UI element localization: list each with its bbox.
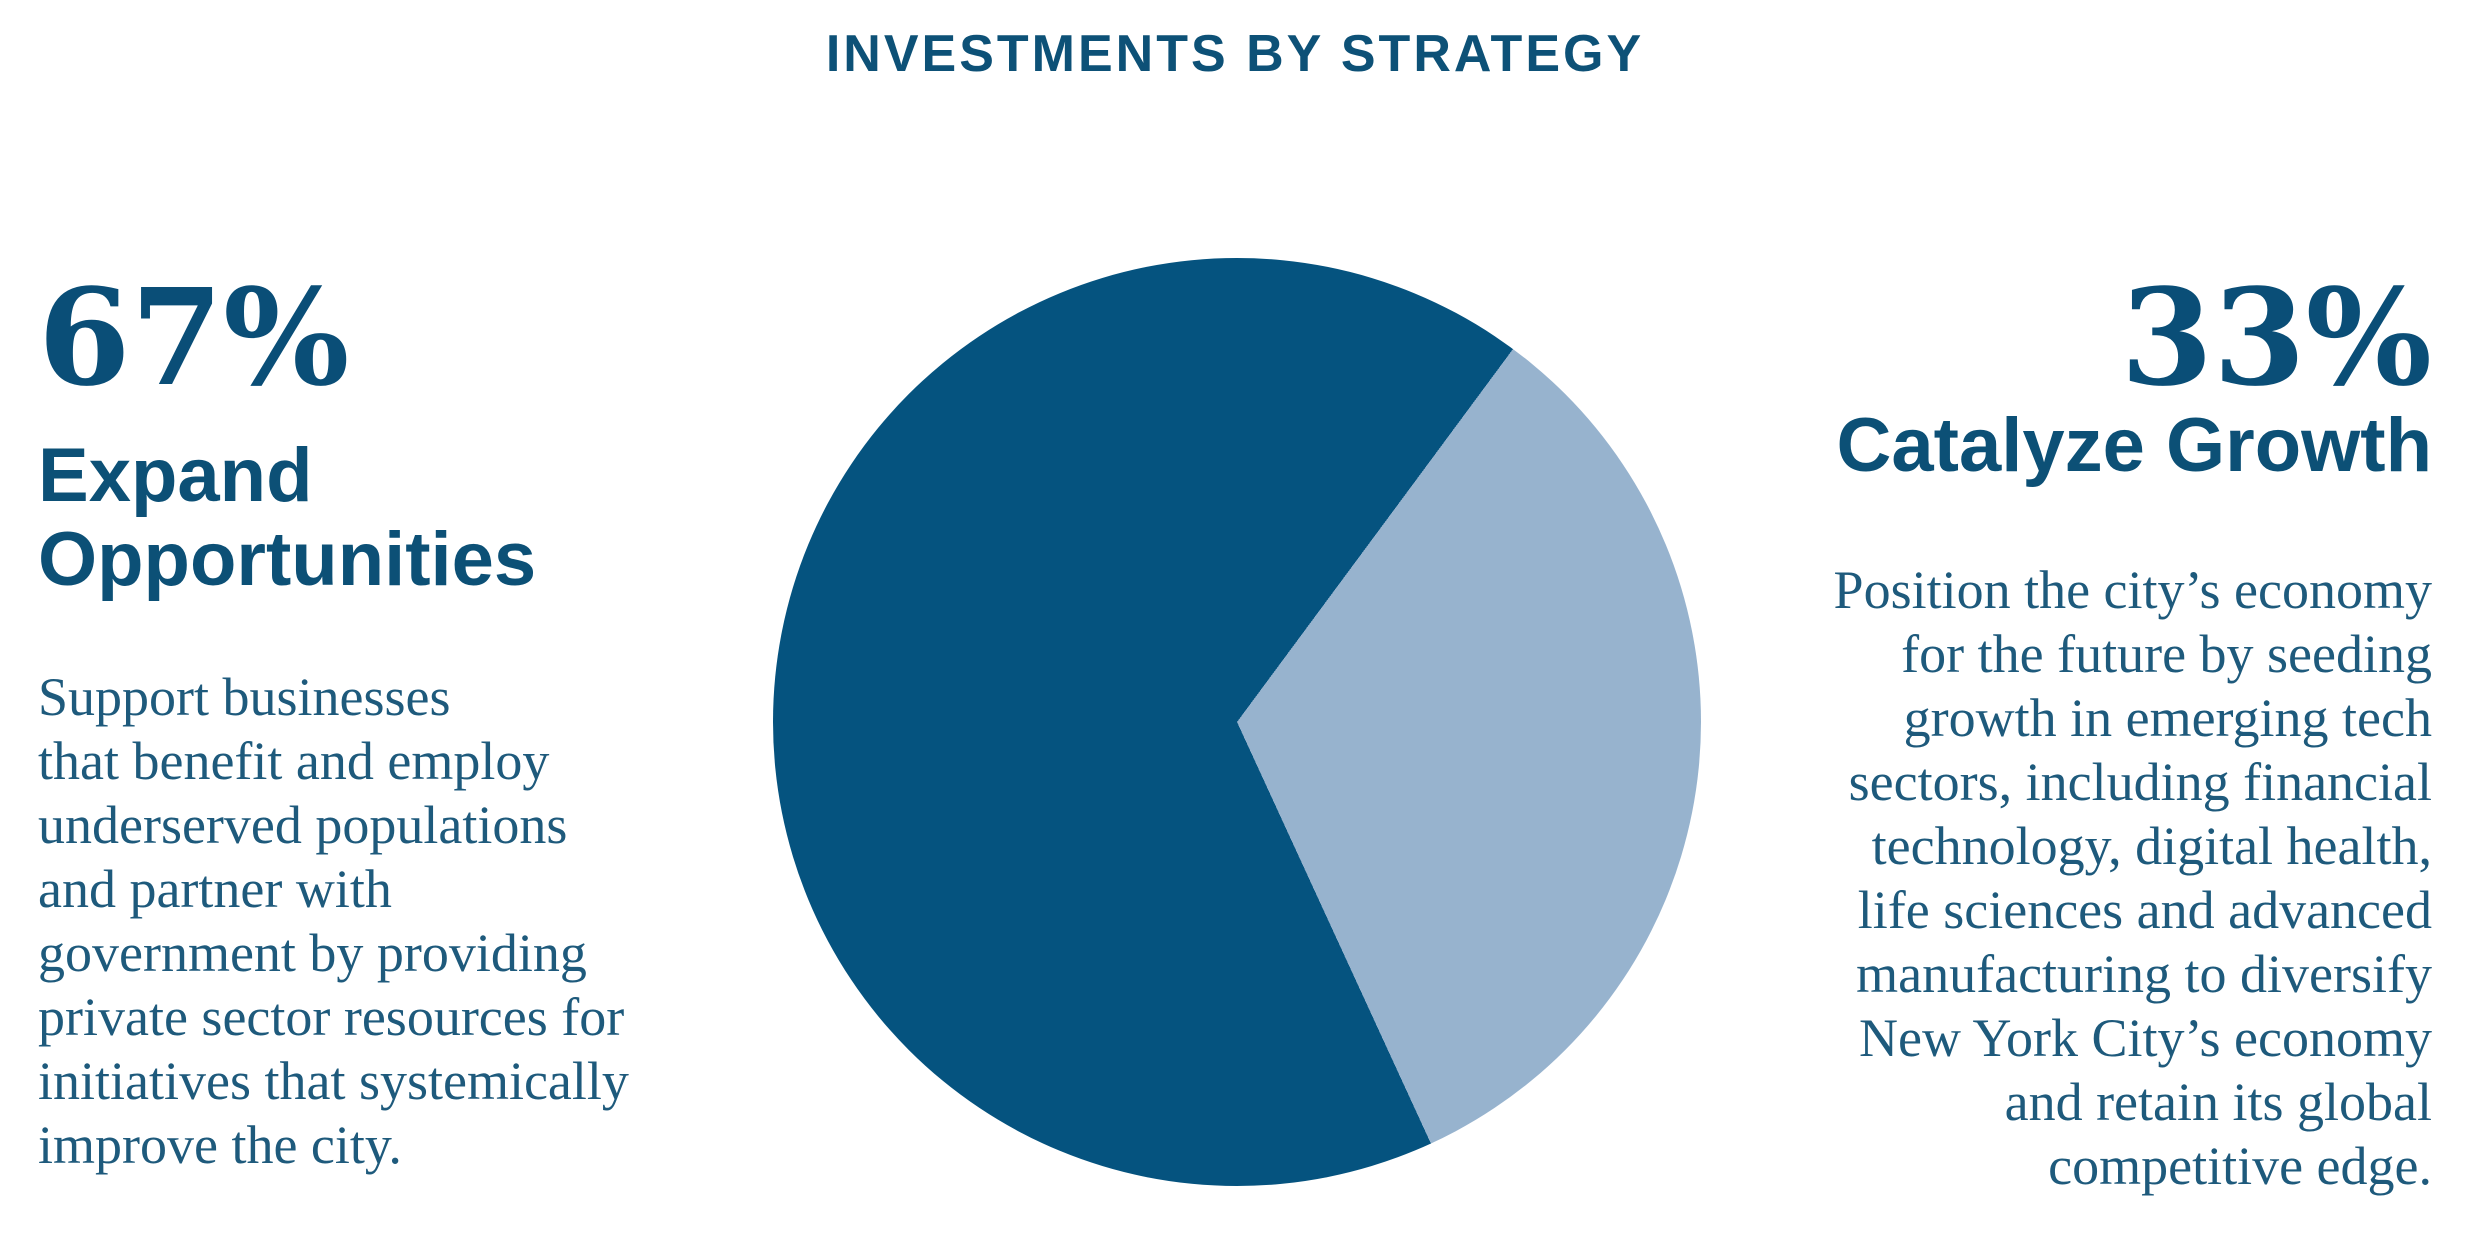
heading-catalyze-growth: Catalyze Growth: [1836, 403, 2432, 488]
description-expand-opportunities: Support businesses that benefit and empl…: [38, 667, 629, 1175]
description-catalyze-growth: Position the city’s economy for the futu…: [1833, 560, 2432, 1196]
stat-value-expand-opportunities: 67%: [38, 260, 350, 416]
pie-chart: [773, 258, 1701, 1186]
stat-value-catalyze-growth: 33%: [2120, 260, 2432, 416]
page-title: INVESTMENTS BY STRATEGY: [825, 25, 1645, 83]
heading-expand-opportunities: Expand Opportunities: [38, 433, 537, 602]
